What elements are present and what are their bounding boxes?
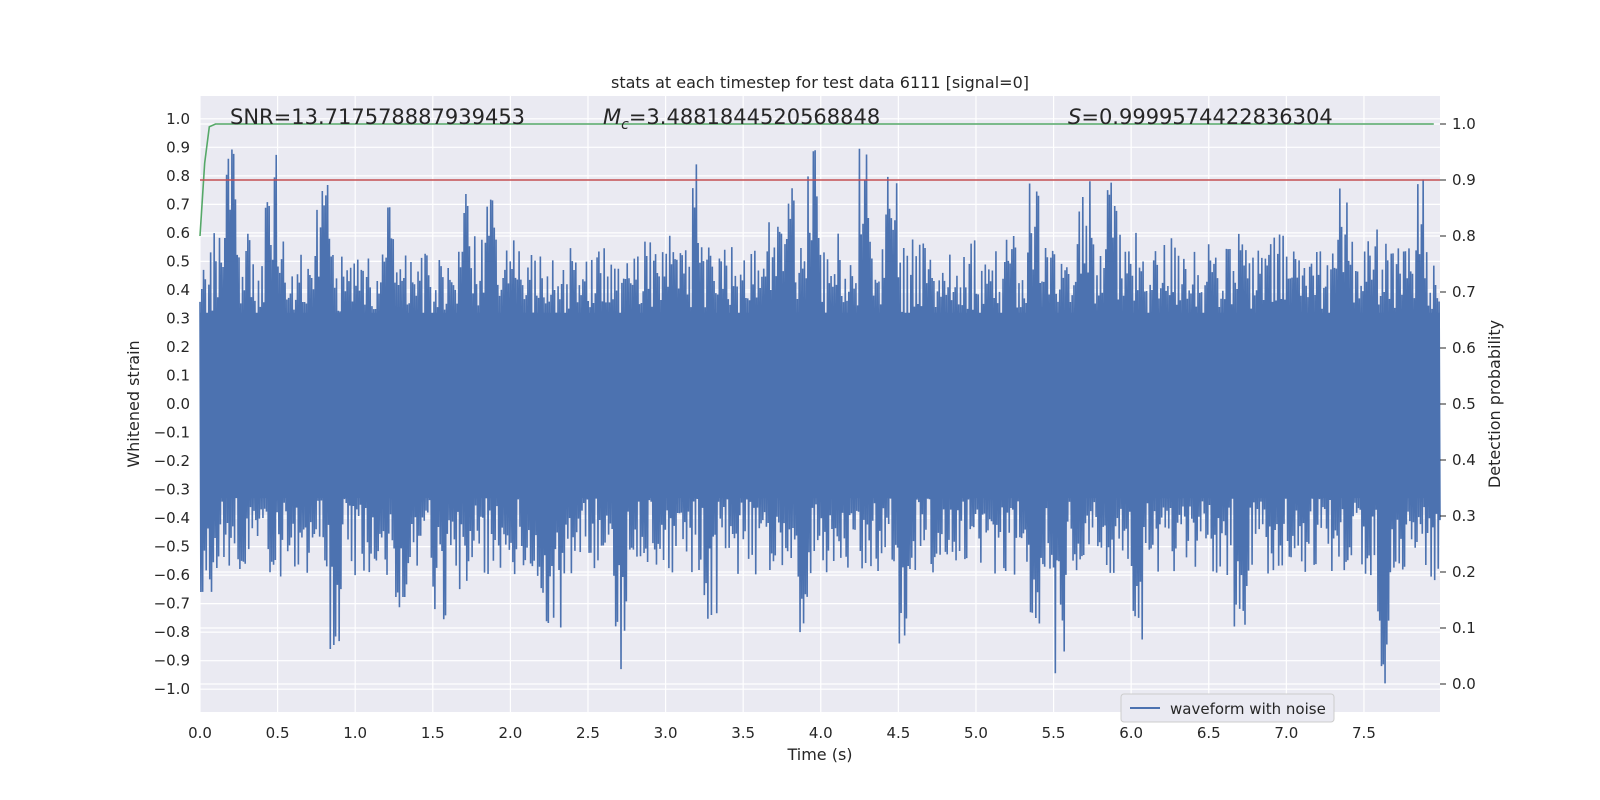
x-tick-label: 6.5 <box>1197 724 1221 742</box>
y-tick-label: −0.6 <box>154 566 190 584</box>
y2-axis-label: Detection probability <box>1485 320 1504 488</box>
y-tick-label: 0.4 <box>166 281 190 299</box>
y-tick-label: 0.2 <box>166 338 190 356</box>
y2-tick-label: 0.7 <box>1452 283 1476 301</box>
mc-annotation: Mc=3.4881844520568848 <box>603 105 880 133</box>
y-axis-right-ticks: 1.0 0.9 0.8 0.7 0.6 0.5 0.4 0.3 0.2 0.1 0.0 <box>1440 115 1476 693</box>
y-tick-label: 1.0 <box>166 110 190 128</box>
x-tick-label: 7.5 <box>1352 724 1376 742</box>
y-tick-label: −1.0 <box>154 680 190 698</box>
y2-tick-label: 0.9 <box>1452 171 1476 189</box>
x-tick-label: 2.0 <box>498 724 522 742</box>
x-tick-label: 5.5 <box>1042 724 1066 742</box>
x-tick-label: 0.0 <box>188 724 212 742</box>
probability-line <box>199 123 1434 237</box>
y-tick-label: −0.2 <box>154 452 190 470</box>
y-tick-label: −0.4 <box>154 509 190 527</box>
y2-tick-label: 0.2 <box>1452 563 1476 581</box>
y2-tick-label: 1.0 <box>1452 115 1476 133</box>
legend: waveform with noise <box>1120 693 1335 723</box>
series-probability-line <box>199 123 1434 237</box>
x-tick-label: 1.0 <box>343 724 367 742</box>
series-waveform-with-noise <box>199 148 1441 684</box>
y2-tick-label: 0.3 <box>1452 507 1476 525</box>
y-tick-label: −0.3 <box>154 481 190 499</box>
y-tick-label: 0.7 <box>166 195 190 213</box>
y-tick-label: −0.7 <box>154 595 190 613</box>
y-axis-label: Whitened strain <box>124 340 143 467</box>
chart-title: stats at each timestep for test data 611… <box>611 73 1029 92</box>
x-tick-label: 3.5 <box>731 724 755 742</box>
y-tick-label: −0.1 <box>154 424 190 442</box>
s-annotation: S=0.9999574422836304 <box>1068 105 1333 129</box>
legend-box <box>1120 693 1335 723</box>
x-axis-ticks: 0.0 0.5 1.0 1.5 2.0 2.5 3.0 3.5 4.0 4.5 5.0 5.5 6.0 6… <box>188 724 1376 742</box>
y2-tick-label: 0.4 <box>1452 451 1476 469</box>
y-tick-label: 0.3 <box>166 309 190 327</box>
x-tick-label: 6.0 <box>1119 724 1143 742</box>
y2-tick-label: 0.5 <box>1452 395 1476 413</box>
x-tick-label: 3.0 <box>654 724 678 742</box>
x-tick-label: 4.5 <box>886 724 910 742</box>
snr-annotation: SNR=13.717578887939453 <box>230 105 525 129</box>
x-tick-label: 1.5 <box>421 724 445 742</box>
x-tick-label: 7.0 <box>1274 724 1298 742</box>
y-axis-left-ticks: 1.0 0.9 0.8 0.7 0.6 0.5 0.4 0.3 0.2 0.1 0.0 −0.1 −0.… <box>154 110 190 698</box>
y-tick-label: 0.8 <box>166 167 190 185</box>
y2-tick-label: 0.0 <box>1452 675 1476 693</box>
y-tick-label: 0.5 <box>166 252 190 270</box>
y2-tick-label: 0.6 <box>1452 339 1476 357</box>
y-tick-label: −0.8 <box>154 623 190 641</box>
waveform-core-band <box>200 312 1440 499</box>
y-tick-label: 0.9 <box>166 138 190 156</box>
x-tick-label: 0.5 <box>266 724 290 742</box>
y-tick-label: 0.6 <box>166 224 190 242</box>
y-tick-label: 0.1 <box>166 366 190 384</box>
x-axis-label: Time (s) <box>786 745 852 764</box>
y-tick-label: −0.9 <box>154 652 190 670</box>
legend-label: waveform with noise <box>1170 700 1326 718</box>
y2-tick-label: 0.1 <box>1452 619 1476 637</box>
y-tick-label: −0.5 <box>154 538 190 556</box>
x-tick-label: 2.5 <box>576 724 600 742</box>
y-tick-label: 0.0 <box>166 395 190 413</box>
x-tick-label: 5.0 <box>964 724 988 742</box>
y2-tick-label: 0.8 <box>1452 227 1476 245</box>
x-tick-label: 4.0 <box>809 724 833 742</box>
